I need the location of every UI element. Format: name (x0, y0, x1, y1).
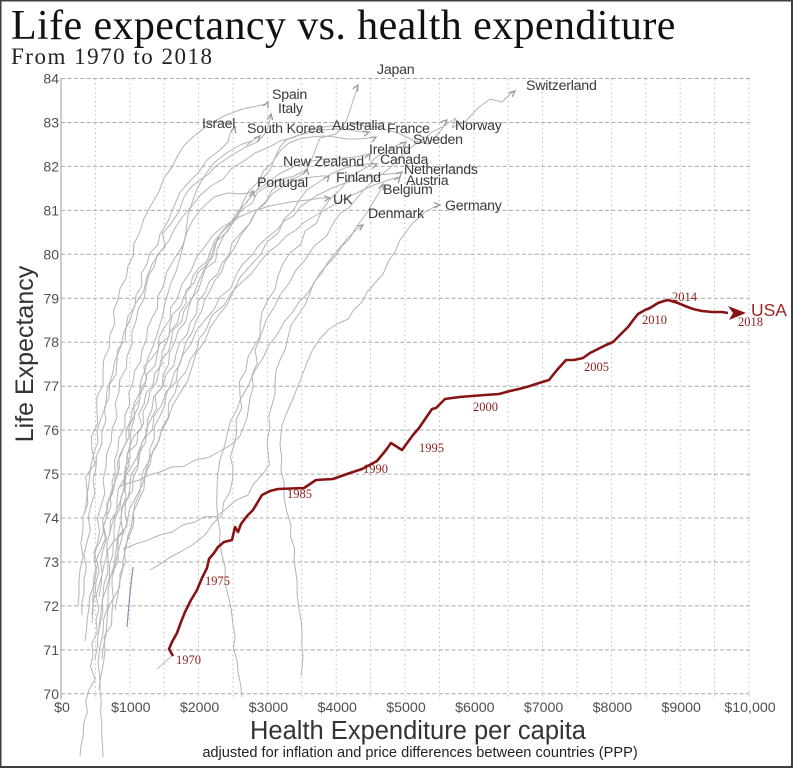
svg-text:2000: 2000 (473, 400, 498, 414)
svg-text:$10,000: $10,000 (724, 700, 775, 716)
svg-text:Israel: Israel (202, 116, 235, 132)
svg-text:$4000: $4000 (317, 700, 357, 716)
svg-text:75: 75 (43, 466, 59, 482)
svg-text:$1000: $1000 (111, 700, 151, 716)
svg-text:$9000: $9000 (661, 700, 701, 716)
svg-text:73: 73 (43, 554, 59, 570)
svg-text:Norway: Norway (455, 118, 503, 134)
svg-text:Italy: Italy (278, 101, 304, 117)
svg-text:France: France (387, 121, 430, 137)
svg-text:From 1970 to 2018: From 1970 to 2018 (11, 44, 213, 69)
svg-text:Health Expenditure per capita: Health Expenditure per capita (250, 717, 587, 745)
svg-text:74: 74 (43, 510, 59, 526)
svg-text:Sweden: Sweden (413, 132, 463, 148)
svg-text:2005: 2005 (584, 360, 609, 374)
svg-text:77: 77 (43, 378, 59, 394)
svg-text:84: 84 (43, 71, 59, 87)
svg-text:adjusted for inflation and pri: adjusted for inflation and price differe… (202, 745, 637, 761)
svg-text:2010: 2010 (642, 313, 667, 327)
svg-text:2018: 2018 (738, 315, 763, 329)
svg-text:Austria: Austria (406, 173, 449, 189)
svg-text:Life Expectancy: Life Expectancy (11, 265, 39, 442)
svg-text:Portugal: Portugal (257, 175, 308, 191)
svg-text:1995: 1995 (419, 441, 444, 455)
svg-text:Spain: Spain (272, 87, 307, 103)
svg-text:UK: UK (333, 192, 353, 208)
svg-text:Belgium: Belgium (383, 182, 433, 198)
svg-text:81: 81 (43, 202, 59, 218)
svg-text:70: 70 (43, 686, 59, 702)
svg-text:72: 72 (43, 598, 59, 614)
svg-text:$3000: $3000 (249, 700, 289, 716)
svg-text:USA: USA (751, 300, 787, 320)
svg-text:$6000: $6000 (455, 700, 495, 716)
svg-text:80: 80 (43, 246, 59, 262)
svg-text:Ireland: Ireland (369, 142, 411, 158)
svg-text:2014: 2014 (672, 290, 698, 304)
svg-text:78: 78 (43, 334, 59, 350)
svg-text:Germany: Germany (445, 198, 503, 214)
svg-text:$2000: $2000 (180, 700, 220, 716)
svg-text:1970: 1970 (176, 653, 201, 667)
svg-text:71: 71 (43, 642, 59, 658)
svg-text:Australia: Australia (332, 118, 385, 134)
svg-text:82: 82 (43, 158, 59, 174)
svg-text:$8000: $8000 (593, 700, 633, 716)
svg-text:Denmark: Denmark (368, 206, 425, 222)
svg-text:$7000: $7000 (524, 700, 564, 716)
svg-text:76: 76 (43, 422, 59, 438)
svg-text:$5000: $5000 (386, 700, 426, 716)
svg-text:1985: 1985 (287, 487, 312, 501)
svg-text:Switzerland: Switzerland (526, 78, 597, 94)
svg-text:Finland: Finland (336, 170, 381, 186)
svg-text:1975: 1975 (205, 574, 230, 588)
svg-text:Life expectancy vs. health exp: Life expectancy vs. health expenditure (11, 3, 676, 49)
svg-text:Canada: Canada (380, 152, 429, 168)
svg-text:Japan: Japan (377, 62, 414, 78)
svg-text:1990: 1990 (363, 462, 388, 476)
svg-text:$0: $0 (54, 700, 70, 716)
svg-text:83: 83 (43, 114, 59, 130)
svg-text:Netherlands: Netherlands (404, 162, 478, 178)
svg-text:South Korea: South Korea (247, 121, 323, 137)
svg-text:79: 79 (43, 290, 59, 306)
svg-text:New Zealand: New Zealand (283, 154, 364, 170)
